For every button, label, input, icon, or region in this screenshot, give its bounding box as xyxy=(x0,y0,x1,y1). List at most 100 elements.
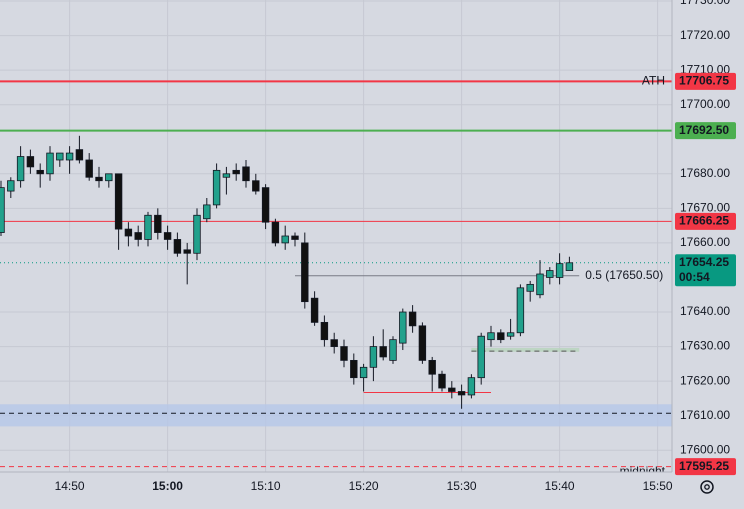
candle-body xyxy=(134,232,142,240)
candle-body xyxy=(26,156,35,168)
candle-body xyxy=(350,359,358,379)
candle-body xyxy=(163,232,172,240)
x-tick-label: 15:10 xyxy=(251,479,281,493)
candle-body xyxy=(320,321,329,341)
candle-body xyxy=(232,169,240,175)
candle-body xyxy=(477,335,485,379)
candle-body xyxy=(497,332,505,341)
candle-body xyxy=(330,339,338,347)
price-label: 17706.75 xyxy=(679,74,729,88)
candle-body xyxy=(85,159,93,178)
candle-body xyxy=(310,297,319,323)
candle-body xyxy=(438,373,446,389)
y-tick-label: 17620.00 xyxy=(680,373,730,387)
candle-body xyxy=(193,214,201,254)
y-tick-label: 17630.00 xyxy=(680,339,730,353)
y-tick-label: 17730.00 xyxy=(680,0,730,7)
candle-body xyxy=(36,169,44,175)
candle-body xyxy=(448,387,456,392)
candle-body xyxy=(212,169,221,206)
candle-body xyxy=(154,214,162,233)
candle-body xyxy=(222,173,231,178)
settings-icon[interactable] xyxy=(700,480,714,494)
y-tick-label: 17720.00 xyxy=(680,28,730,42)
y-tick-label: 17600.00 xyxy=(680,442,730,456)
candle-body xyxy=(428,359,436,375)
price-label: 17666.25 xyxy=(679,213,729,227)
countdown: 00:54 xyxy=(679,270,710,284)
candle-body xyxy=(379,346,387,358)
candle-body xyxy=(301,242,309,303)
price-label-box xyxy=(675,72,736,90)
y-tick-label: 17700.00 xyxy=(680,97,730,111)
price-label-box xyxy=(675,212,736,230)
y-tick-label: 17660.00 xyxy=(680,235,730,249)
candle-body xyxy=(536,273,544,296)
candle-body xyxy=(369,346,378,368)
candle-body xyxy=(242,166,250,182)
candle-body xyxy=(506,332,515,337)
candle-body xyxy=(359,366,368,379)
candle-body xyxy=(526,283,534,292)
zone xyxy=(471,347,580,352)
price-label-box xyxy=(675,122,736,140)
price-label: 17595.25 xyxy=(679,459,729,473)
candle-body xyxy=(271,221,280,244)
x-tick-label: 15:50 xyxy=(643,479,673,493)
candle-body xyxy=(399,311,407,344)
x-tick-label: 15:40 xyxy=(545,479,575,493)
price-label-box xyxy=(675,458,736,476)
candle-body xyxy=(457,391,466,396)
candle-body xyxy=(487,332,495,341)
price-label: 17692.50 xyxy=(679,123,729,137)
candle-body xyxy=(408,311,417,327)
candle-body xyxy=(46,152,54,175)
axes: 17730.00 17720.00 17710.00 17700.00 17680.00… xyxy=(0,0,736,493)
candle-body xyxy=(124,228,133,237)
candle-body xyxy=(95,176,103,182)
candle-body xyxy=(340,346,348,361)
candle-body xyxy=(516,287,525,334)
price-label: 17654.25 xyxy=(679,255,729,269)
candle-body xyxy=(203,204,211,220)
candle-body xyxy=(261,187,270,223)
candle-body xyxy=(183,249,191,254)
x-tick-label: 15:20 xyxy=(349,479,379,493)
candle-body xyxy=(418,325,427,361)
candle-body xyxy=(467,377,476,396)
candle-body xyxy=(114,173,123,230)
level-name: midnight xyxy=(620,464,666,478)
candle-body xyxy=(389,339,397,361)
candle-body xyxy=(173,239,182,254)
candle-body xyxy=(75,149,84,161)
price-label-box xyxy=(675,254,736,287)
gear-outline xyxy=(700,480,714,494)
candle-body xyxy=(105,173,113,182)
x-tick-label: 15:30 xyxy=(447,479,477,493)
y-tick-label: 17710.00 xyxy=(680,62,730,76)
candle-body xyxy=(252,180,260,192)
candle-body xyxy=(0,187,5,233)
level-name: 0.5 (17650.50) xyxy=(585,268,663,282)
plot-area: ATH 0.5 (17650.50) midnight xyxy=(0,0,672,478)
candle-body xyxy=(555,263,564,278)
x-tick-label: 15:00 xyxy=(152,479,183,493)
candle-body xyxy=(56,152,64,161)
y-tick-label: 17640.00 xyxy=(680,304,730,318)
candle-body xyxy=(291,235,299,240)
candle-body xyxy=(16,156,25,182)
level-name: ATH xyxy=(642,74,665,88)
x-tick-label: 14:50 xyxy=(55,479,85,493)
candle-body xyxy=(565,262,574,271)
candle-body xyxy=(7,180,15,192)
candle-body xyxy=(281,235,289,244)
y-tick-label: 17610.00 xyxy=(680,408,730,422)
zone xyxy=(0,404,672,427)
candle-body xyxy=(65,152,74,161)
y-tick-label: 17680.00 xyxy=(680,166,730,180)
candle-body xyxy=(144,214,152,240)
candle-body xyxy=(546,270,554,278)
gear-center xyxy=(704,484,710,490)
